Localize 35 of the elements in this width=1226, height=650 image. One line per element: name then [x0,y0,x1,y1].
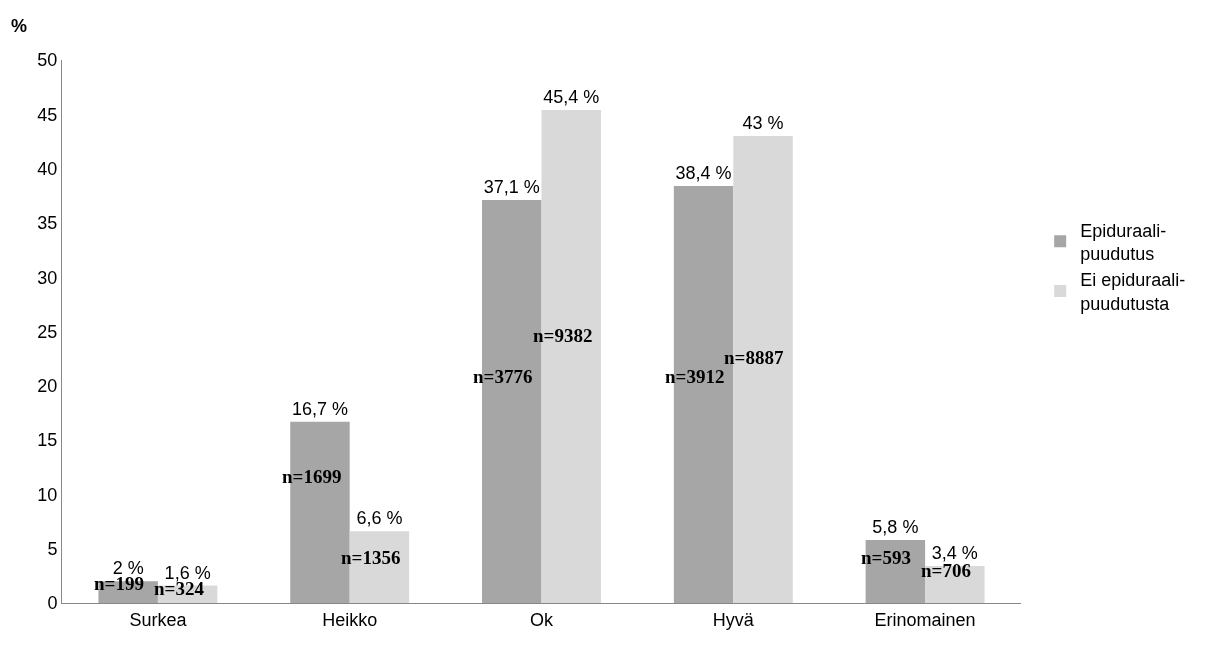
y-tick-label: 0 [47,593,58,614]
annotation: n=593 [861,547,911,568]
annotation: n=8887 [724,347,784,368]
x-tick-label: Heikko [322,609,378,630]
data-label: 37,1 % [483,177,540,198]
data-label: 16,7 % [291,398,348,419]
x-tick-label: Hyvä [712,609,755,630]
data-label: 5,8 % [872,517,919,538]
x-tick-label: Erinomainen [874,609,976,630]
y-tick-label: 25 [37,321,58,342]
annotation: n=9382 [533,325,593,346]
y-tick-label: 5 [47,539,58,559]
y-tick-label: 40 [37,158,58,179]
legend-label: Ei epiduraali-puudutusta [1080,270,1186,314]
annotation: n=3912 [665,366,725,387]
y-tick-label: 15 [37,430,58,451]
annotation: n=1356 [341,547,401,568]
y-tick-label: 20 [37,376,58,397]
legend-label: Epiduraali-puudutus [1080,220,1167,264]
y-tick-label: 35 [37,213,58,234]
y-axis-title: % [11,16,28,36]
y-tick-label: 10 [37,484,58,505]
annotation: n=1699 [282,466,342,487]
x-tick-label: Ok [529,609,554,630]
data-label: 43 % [742,113,784,134]
y-tick-label: 45 [37,104,58,125]
annotation: n=199 [94,573,144,594]
data-label: 38,4 % [675,162,732,183]
data-label: 6,6 % [356,508,403,529]
y-tick-label: 50 [37,50,58,71]
y-tick-label: 30 [37,267,58,288]
x-tick-label: Surkea [129,609,188,630]
data-label: 45,4 % [543,86,600,107]
annotation: n=3776 [473,366,533,387]
data-label: 3,4 % [931,543,978,564]
